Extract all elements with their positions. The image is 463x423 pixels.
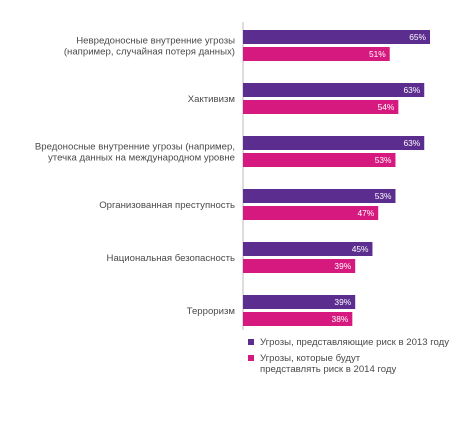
data-label: 39% [334, 297, 351, 307]
bar-2013 [243, 242, 373, 256]
category-label: Вредоносные внутренние угрозы (например, [35, 142, 235, 153]
category-label: Невредоносные внутренние угрозы [76, 36, 235, 47]
bar-2014 [243, 100, 399, 114]
bar-2014 [243, 312, 353, 326]
category-label: утечка данных на международном уровне [48, 153, 235, 164]
data-label: 39% [334, 261, 351, 271]
legend-label: Угрозы, представляющие риск в 2013 году [260, 337, 449, 348]
bar-2014 [243, 153, 396, 167]
data-label: 45% [352, 244, 369, 254]
bar-2013 [243, 30, 430, 44]
legend-swatch-2013 [248, 339, 254, 345]
data-label: 47% [357, 208, 374, 218]
bar-2014 [243, 259, 356, 273]
bar-2013 [243, 189, 396, 203]
category-label: Хактивизм [188, 94, 235, 105]
category-label: Организованная преступность [99, 200, 235, 211]
plot-area: Невредоносные внутренние угрозы(например… [35, 22, 430, 330]
category-label: Национальная безопасность [107, 253, 235, 264]
data-label: 63% [403, 138, 420, 148]
data-label: 63% [403, 85, 420, 95]
category-label: (например, случайная потеря данных) [64, 47, 235, 58]
bar-2014 [243, 206, 379, 220]
bar-2013 [243, 295, 356, 309]
bar-2013 [243, 83, 425, 97]
data-label: 54% [378, 102, 395, 112]
legend-swatch-2014 [248, 355, 254, 361]
data-label: 38% [332, 314, 349, 324]
legend-label: представлять риск в 2014 году [260, 364, 397, 375]
legend-label: Угрозы, которые будут [260, 353, 361, 364]
bar-2014 [243, 47, 390, 61]
data-label: 53% [375, 155, 392, 165]
category-label: Терроризм [187, 306, 235, 317]
data-label: 51% [369, 49, 386, 59]
data-label: 65% [409, 32, 426, 42]
data-label: 53% [375, 191, 392, 201]
legend: Угрозы, представляющие риск в 2013 году У… [248, 337, 449, 375]
bar-2013 [243, 136, 425, 150]
